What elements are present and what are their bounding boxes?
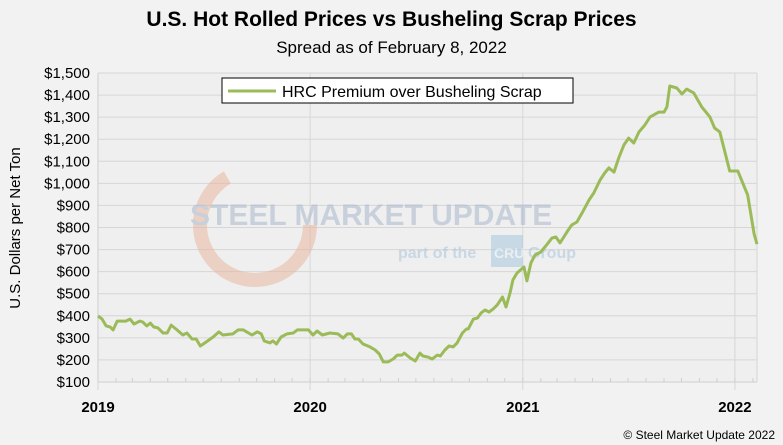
chart-subtitle: Spread as of February 8, 2022	[276, 38, 507, 57]
y-tick-label: $600	[57, 264, 90, 281]
y-tick-label: $500	[57, 286, 90, 303]
watermark-cru: CRU	[494, 245, 524, 261]
x-tick-label: 2020	[293, 399, 326, 416]
y-tick-label: $200	[57, 352, 90, 369]
y-axis-ticks: $100 $200 $300 $400 $500 $600 $700 $800 $900 $1,0…	[44, 65, 90, 391]
logo-swoosh-icon	[193, 163, 317, 287]
watermark-logo: STEEL MARKET UPDATE part of the CRU Grou…	[190, 163, 576, 287]
y-tick-label: $1,000	[44, 175, 90, 192]
y-tick-label: $1,100	[44, 153, 90, 170]
watermark-tagline-pre: part of the	[398, 245, 476, 262]
cru-logo-icon	[491, 235, 523, 267]
x-tick-label: 2021	[506, 399, 539, 416]
chart-title: U.S. Hot Rolled Prices vs Busheling Scra…	[146, 8, 637, 31]
copyright: © Steel Market Update 2022	[623, 428, 775, 442]
series-line-hrc-premium	[97, 84, 759, 364]
y-tick-label: $400	[57, 308, 90, 325]
y-tick-label: $800	[57, 220, 90, 237]
y-tick-label: $700	[57, 242, 90, 259]
y-tick-label: $1,200	[44, 131, 90, 148]
y-tick-label: $900	[57, 197, 90, 214]
watermark-brand: STEEL MARKET UPDATE	[190, 199, 552, 232]
legend: HRC Premium over Busheling Scrap	[221, 77, 574, 104]
y-tick-label: $100	[57, 374, 90, 391]
y-axis-label: U.S. Dollars per Net Ton	[7, 147, 24, 308]
legend-box	[221, 77, 574, 104]
y-tick-label: $1,400	[44, 87, 90, 104]
x-tick-label: 2022	[718, 399, 751, 416]
x-tick-label: 2019	[81, 399, 114, 416]
x-axis-ticks: 2019 2020 2021 2022	[81, 399, 751, 416]
watermark-tagline-post: Group	[528, 245, 576, 262]
legend-label: HRC Premium over Busheling Scrap	[282, 84, 542, 101]
y-tick-label: $300	[57, 330, 90, 347]
y-tick-label: $1,500	[44, 65, 90, 82]
y-tick-label: $1,300	[44, 109, 90, 126]
